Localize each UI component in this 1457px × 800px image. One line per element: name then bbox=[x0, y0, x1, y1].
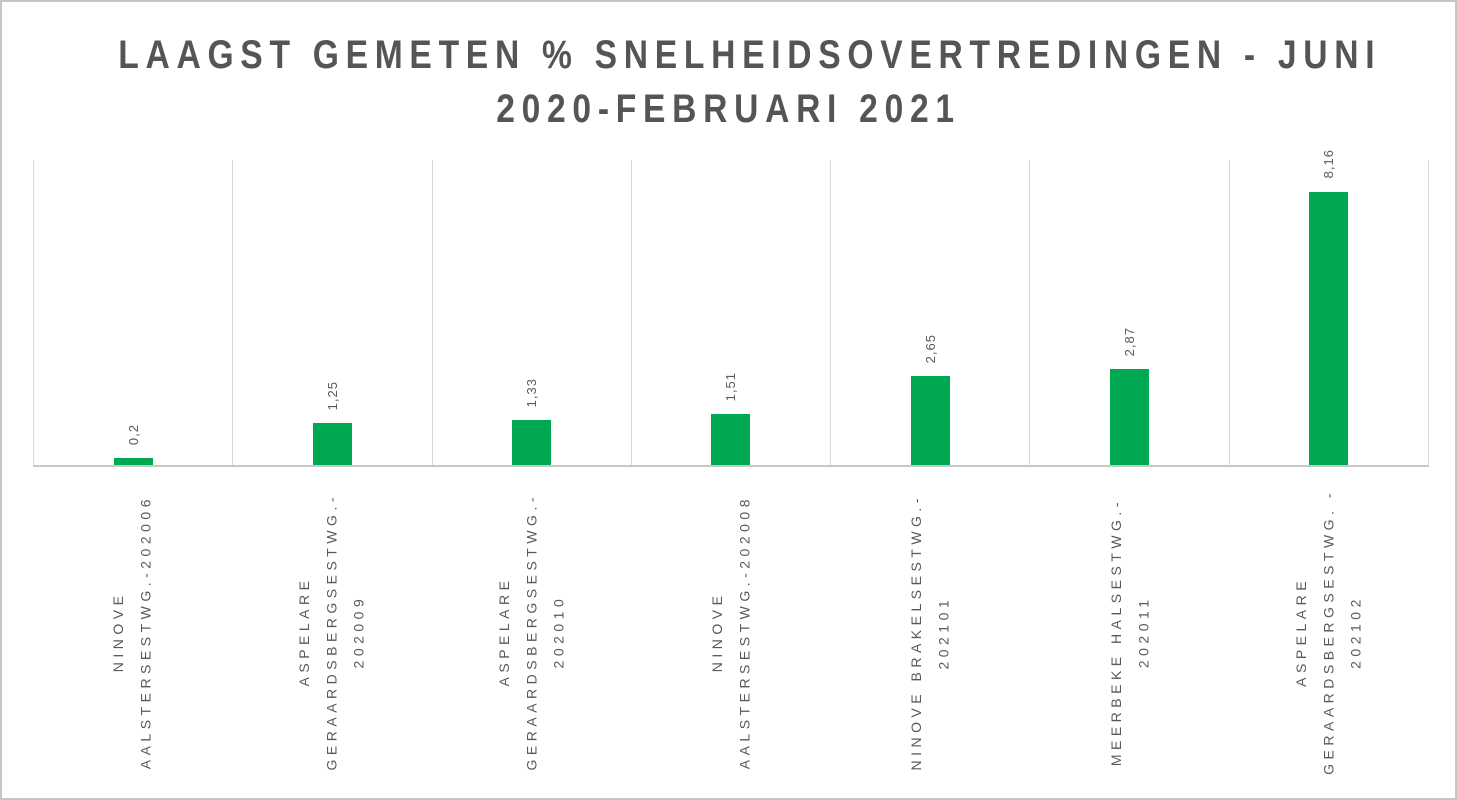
chart-title: LAAGST GEMETEN % SNELHEIDSOVERTREDINGEN … bbox=[118, 28, 1382, 136]
category-cell: NINOVE BRAKELSESTWG.- 202101 bbox=[831, 469, 1030, 795]
category-cell: NINOVE AALSTERSESTWG.-202006 bbox=[33, 469, 232, 795]
bar bbox=[512, 420, 552, 465]
category-label: ASPELARE GERAARDSBERGSESTWG. - 202102 bbox=[1293, 489, 1364, 775]
category-column: 0,2 bbox=[34, 160, 234, 465]
category-column: 8,16 bbox=[1230, 149, 1429, 465]
category-label: MEERBEKE HALSESTWG.- 202011 bbox=[1107, 497, 1151, 767]
bar-value-label: 1,51 bbox=[723, 372, 739, 402]
bar-value-label: 1,25 bbox=[324, 380, 340, 411]
category-cell: ASPELARE GERAARDSBERGSESTWG.- 202009 bbox=[232, 469, 431, 795]
bar bbox=[312, 423, 352, 465]
category-label: NINOVE AALSTERSESTWG.-202008 bbox=[708, 494, 752, 770]
bar bbox=[1110, 368, 1150, 465]
category-label: ASPELARE GERAARDSBERGSESTWG.- 202010 bbox=[495, 493, 567, 771]
category-axis: NINOVE AALSTERSESTWG.-202006 ASPELARE GER… bbox=[33, 469, 1429, 795]
category-cell: ASPELARE GERAARDSBERGSESTWG.- 202010 bbox=[432, 469, 631, 795]
category-label: ASPELARE GERAARDSBERGSESTWG.- 202009 bbox=[296, 493, 367, 771]
bar-value-label: 1,33 bbox=[524, 378, 540, 408]
chart-title-line1: LAAGST GEMETEN % SNELHEIDSOVERTREDINGEN … bbox=[118, 33, 1382, 77]
bar bbox=[711, 414, 751, 465]
category-column: 1,25 bbox=[233, 160, 433, 465]
bar bbox=[1309, 191, 1349, 465]
category-cell: MEERBEKE HALSESTWG.- 202011 bbox=[1030, 469, 1229, 795]
bar-value-label: 2,87 bbox=[1122, 326, 1138, 356]
bar bbox=[910, 376, 950, 465]
category-cell: ASPELARE GERAARDSBERGSESTWG. - 202102 bbox=[1230, 469, 1429, 795]
bar-value-label: 0,2 bbox=[125, 424, 141, 446]
category-column: 2,65 bbox=[831, 160, 1031, 465]
category-label: NINOVE AALSTERSESTWG.-202006 bbox=[110, 494, 154, 770]
bar-value-label: 2,65 bbox=[922, 333, 938, 364]
bar bbox=[113, 458, 153, 465]
category-column: 2,87 bbox=[1030, 160, 1230, 465]
category-column: 1,51 bbox=[632, 160, 832, 465]
chart-title-line2: 2020-FEBRUARI 2021 bbox=[496, 87, 961, 131]
bar-value-label: 8,16 bbox=[1321, 149, 1337, 179]
category-column: 1,33 bbox=[433, 160, 632, 465]
category-cell: NINOVE AALSTERSESTWG.-202008 bbox=[631, 469, 830, 795]
category-label: NINOVE BRAKELSESTWG.- 202101 bbox=[908, 493, 952, 771]
plot-area: 0,2 1,25 1,33 1,51 2,65 2,87 8,16 bbox=[33, 149, 1429, 467]
